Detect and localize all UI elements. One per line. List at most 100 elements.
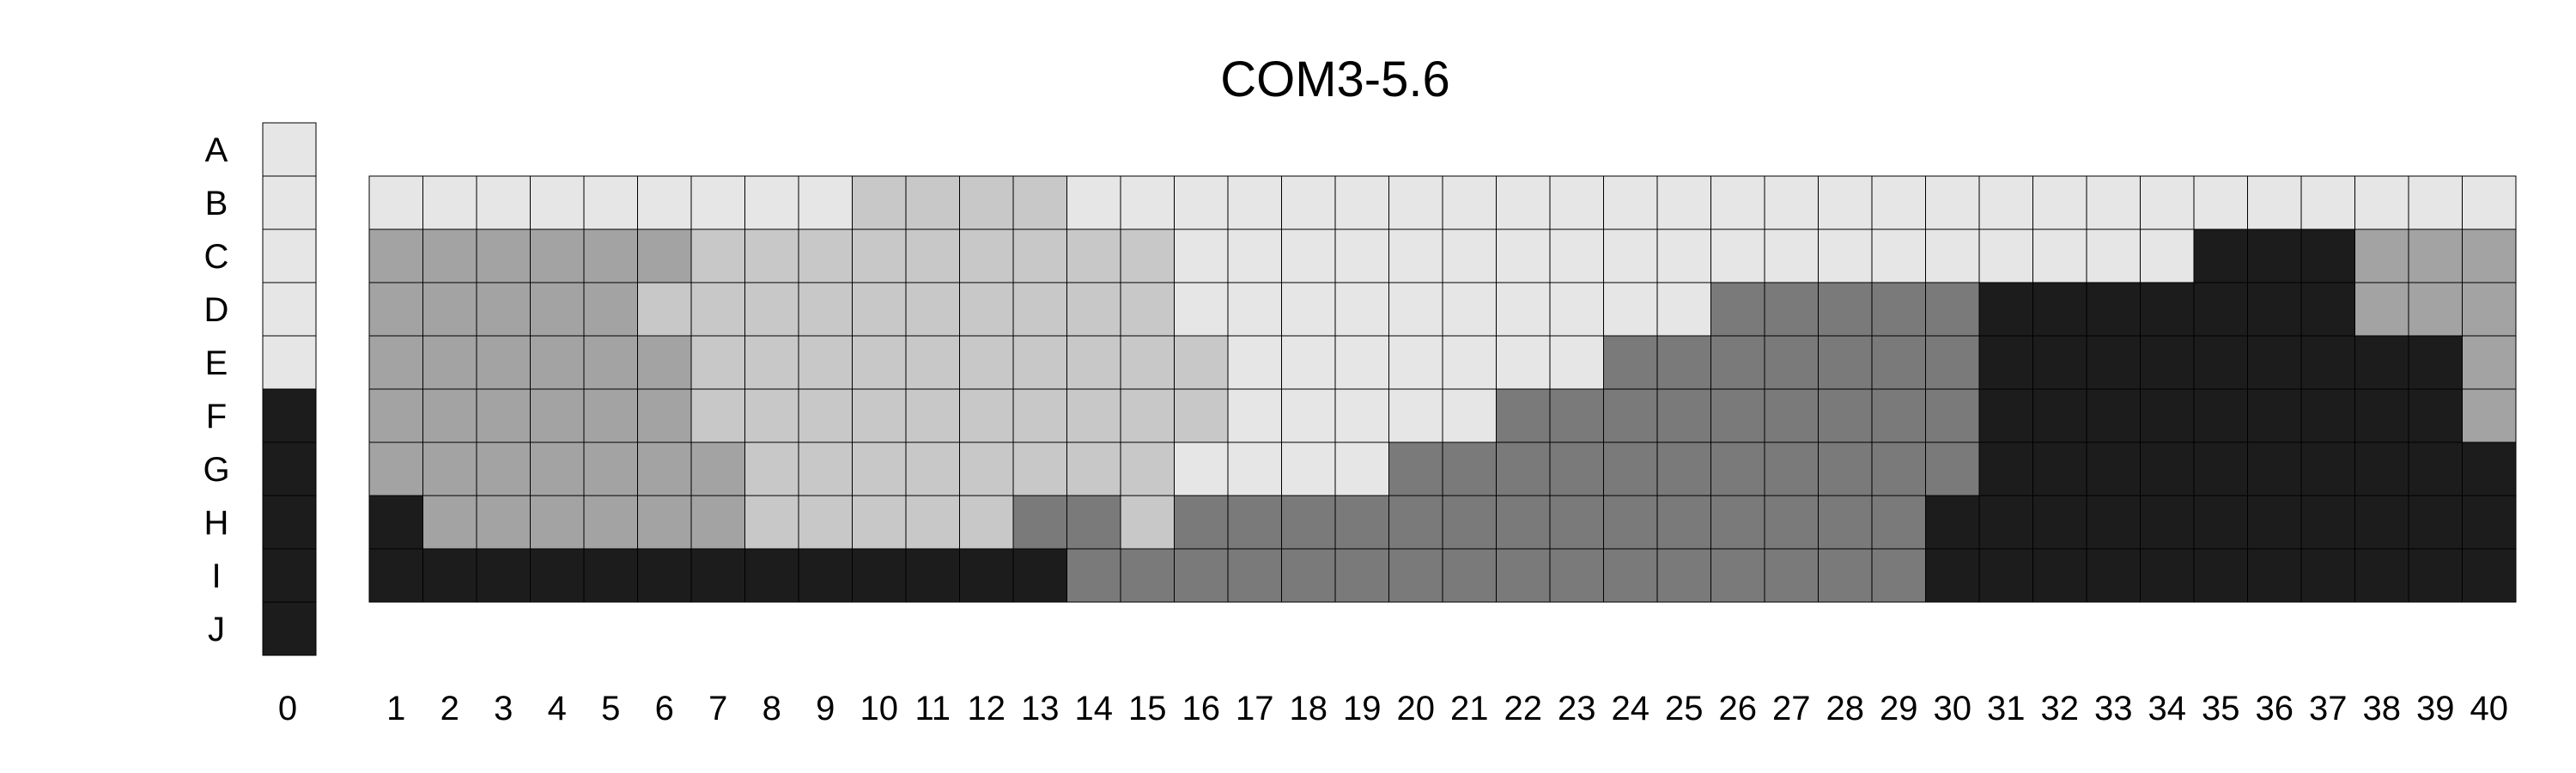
cell-c-4 — [530, 228, 585, 283]
cell-b-38 — [2354, 175, 2409, 230]
cell-h-24 — [1603, 495, 1658, 550]
cell-d-10 — [852, 282, 907, 337]
cell-g-7 — [690, 441, 745, 496]
row-label-a: A — [205, 131, 228, 169]
cell-d-15 — [1120, 282, 1175, 337]
cell-b-13 — [1012, 175, 1067, 230]
cell-e-21 — [1442, 335, 1497, 390]
cell-i-37 — [2300, 548, 2355, 603]
cell-f-26 — [1710, 388, 1765, 443]
legend-cell-f — [262, 388, 317, 443]
cell-f-5 — [583, 388, 638, 443]
cell-g-32 — [2032, 441, 2087, 496]
legend-cell-h — [262, 495, 317, 550]
cell-e-6 — [637, 335, 692, 390]
heatmap-grid — [368, 175, 2517, 603]
cell-g-16 — [1174, 441, 1229, 496]
cell-c-16 — [1174, 228, 1229, 283]
cell-c-7 — [690, 228, 745, 283]
cell-c-1 — [368, 228, 423, 283]
cell-h-27 — [1764, 495, 1819, 550]
cell-b-29 — [1871, 175, 1926, 230]
cell-g-20 — [1388, 441, 1443, 496]
cell-h-18 — [1281, 495, 1336, 550]
cell-b-40 — [2462, 175, 2517, 230]
column-label-12: 12 — [968, 690, 1006, 727]
cell-c-26 — [1710, 228, 1765, 283]
cell-h-33 — [2086, 495, 2141, 550]
cell-e-20 — [1388, 335, 1443, 390]
column-labels: 1 2 3 4 5 6 7 8 9 10 11 12 13 14 15 16 17 18 19 20 21 22 23 24 2… — [386, 690, 2508, 727]
cell-e-36 — [2247, 335, 2302, 390]
cell-i-5 — [583, 548, 638, 603]
cell-h-10 — [852, 495, 907, 550]
cell-d-23 — [1549, 282, 1604, 337]
cell-i-23 — [1549, 548, 1604, 603]
cell-e-9 — [798, 335, 853, 390]
cell-b-12 — [959, 175, 1014, 230]
cell-g-27 — [1764, 441, 1819, 496]
cell-g-40 — [2462, 441, 2517, 496]
cell-c-38 — [2354, 228, 2409, 283]
cell-c-22 — [1496, 228, 1551, 283]
cell-e-7 — [690, 335, 745, 390]
cell-g-4 — [530, 441, 585, 496]
column-label-16: 16 — [1182, 690, 1221, 727]
cell-d-11 — [905, 282, 960, 337]
column-label-27: 27 — [1772, 690, 1811, 727]
cell-f-22 — [1496, 388, 1551, 443]
cell-c-9 — [798, 228, 853, 283]
cell-e-22 — [1496, 335, 1551, 390]
cell-d-19 — [1334, 282, 1389, 337]
cell-f-30 — [1925, 388, 1980, 443]
cell-h-34 — [2140, 495, 2195, 550]
cell-d-4 — [530, 282, 585, 337]
cell-i-2 — [422, 548, 477, 603]
cell-f-40 — [2462, 388, 2517, 443]
cell-h-14 — [1066, 495, 1121, 550]
cell-f-35 — [2193, 388, 2248, 443]
column-label-5: 5 — [601, 690, 620, 727]
column-label-14: 14 — [1075, 690, 1114, 727]
cell-e-12 — [959, 335, 1014, 390]
cell-h-4 — [530, 495, 585, 550]
cell-b-16 — [1174, 175, 1229, 230]
cell-c-27 — [1764, 228, 1819, 283]
cell-h-21 — [1442, 495, 1497, 550]
cell-c-18 — [1281, 228, 1336, 283]
cell-f-31 — [1978, 388, 2033, 443]
cell-c-10 — [852, 228, 907, 283]
cell-b-7 — [690, 175, 745, 230]
cell-d-2 — [422, 282, 477, 337]
cell-e-4 — [530, 335, 585, 390]
cell-g-10 — [852, 441, 907, 496]
cell-i-8 — [744, 548, 799, 603]
cell-d-34 — [2140, 282, 2195, 337]
cell-c-6 — [637, 228, 692, 283]
column-label-15: 15 — [1128, 690, 1167, 727]
cell-i-10 — [852, 548, 907, 603]
column-label-11: 11 — [914, 690, 951, 727]
cell-f-29 — [1871, 388, 1926, 443]
cell-f-2 — [422, 388, 477, 443]
cell-i-18 — [1281, 548, 1336, 603]
column-label-1: 1 — [386, 690, 405, 727]
cell-g-13 — [1012, 441, 1067, 496]
cell-g-2 — [422, 441, 477, 496]
cell-e-23 — [1549, 335, 1604, 390]
column-label-7: 7 — [708, 690, 727, 727]
cell-c-8 — [744, 228, 799, 283]
cell-g-21 — [1442, 441, 1497, 496]
cell-h-9 — [798, 495, 853, 550]
cell-h-20 — [1388, 495, 1443, 550]
cell-b-3 — [476, 175, 531, 230]
cell-b-35 — [2193, 175, 2248, 230]
cell-f-38 — [2354, 388, 2409, 443]
row-label-b: B — [205, 185, 228, 222]
column-label-25: 25 — [1665, 690, 1704, 727]
cell-g-14 — [1066, 441, 1121, 496]
cell-h-22 — [1496, 495, 1551, 550]
cell-h-37 — [2300, 495, 2355, 550]
cell-h-40 — [2462, 495, 2517, 550]
cell-d-16 — [1174, 282, 1229, 337]
